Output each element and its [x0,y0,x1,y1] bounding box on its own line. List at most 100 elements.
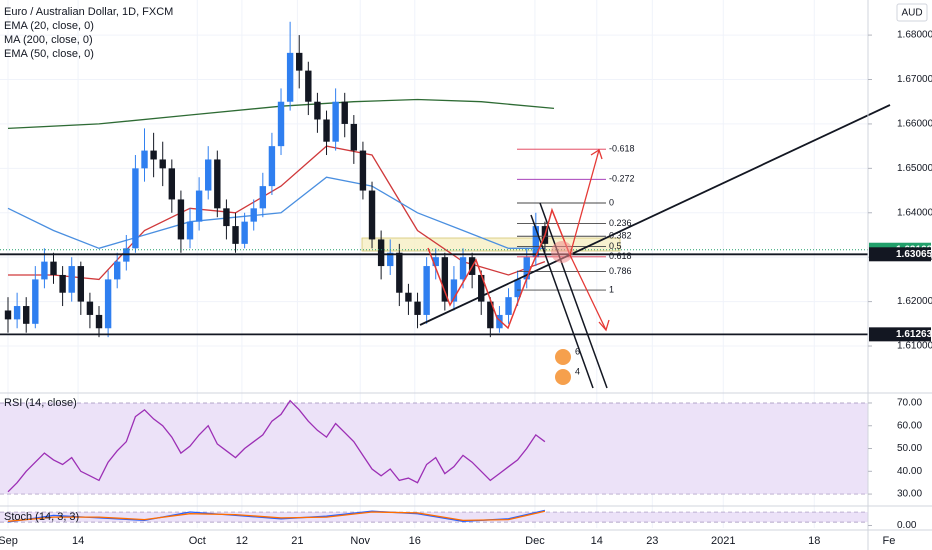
candle-body [159,159,166,169]
candle-body [414,301,421,315]
series-line [7,510,546,522]
y-tick-label: 50.00 [897,443,922,454]
y-tick-label: 1.61000 [897,341,932,352]
fib-label: 0.618 [609,251,632,261]
legend-entry: EMA (20, close, 0) [4,20,94,32]
candle-body [177,199,185,240]
series-line [7,399,546,493]
currency-box[interactable] [896,3,928,22]
candle-body [114,261,121,280]
candle-body [478,274,485,302]
candle-body [505,297,512,315]
x-tick-label: Oct [189,535,206,547]
candle-body [405,292,412,302]
candle-body [77,266,85,302]
fib-label: 0 [609,197,614,207]
candle-body [277,101,285,147]
chart-title: Euro / Australian Dollar, 1D, FXCM [4,6,173,18]
drawings [419,104,891,389]
candle-body [168,168,176,200]
candle-body [387,252,394,267]
x-tick-label: Nov [350,535,370,547]
candle-body [214,159,221,209]
x-tick-label: 2021 [711,535,735,547]
x-tick-label: 12 [236,535,248,547]
x-tick-label: 14 [591,535,603,547]
highlight [551,241,573,263]
candle-body [13,306,21,320]
candle-body [4,310,12,320]
candle-body [377,239,385,267]
candle-body [423,266,430,315]
fib-label: 1 [609,284,614,294]
candle-body [241,221,248,244]
x-tick-label: 18 [808,535,820,547]
x-tick-label: 23 [646,535,658,547]
icon-count: 6 [575,346,580,356]
icon[interactable] [555,349,571,365]
arrow [569,149,600,256]
zigzag [427,207,571,330]
x-tick-label: 16 [409,535,421,547]
candle-body [441,257,449,302]
candle-body [223,208,230,227]
fib-label: -0.272 [609,174,635,184]
candle-body [232,226,239,244]
legend-entry: EMA (50, close, 0) [4,48,94,60]
candle-body [68,266,75,293]
x-tick-label: 21 [291,535,303,547]
candle-body [459,257,467,280]
y-tick-label: 1.64000 [897,207,932,218]
candle-body [523,257,530,280]
price-tag [869,327,931,342]
candle-body [514,279,521,298]
pane-title: RSI (14, close) [4,397,77,409]
candle-body [532,226,540,258]
x-tick-label: Fe [883,535,896,547]
series-line [7,176,545,249]
candle-body [496,314,503,329]
arrowhead [590,149,603,160]
y-tick-label: 1.67000 [897,74,932,85]
candle-body [286,52,294,102]
series-line [7,509,546,523]
fib-label: 0.236 [609,218,632,228]
candle-body [350,123,358,151]
candle-body [332,101,339,142]
candle-body [195,190,203,222]
candle-body [341,101,348,124]
y-tick-label: 1.65000 [897,163,932,174]
price-tag-label: 1.61263 [896,329,932,340]
y-tick-label: 30.00 [897,489,922,500]
candle-body [23,306,30,324]
candle-body [150,150,157,160]
candle-body [487,301,494,329]
candle-body [50,261,57,275]
icon[interactable] [555,369,571,385]
candle-body [368,190,376,240]
candle-body [104,279,112,329]
y-tick-label: 70.00 [897,398,922,409]
x-tick-label: Sep [0,535,18,547]
band [0,402,868,495]
y-tick-label: 1.66000 [897,119,932,130]
candle-body [95,314,103,329]
candle-body [432,257,439,267]
candle-body [296,52,303,71]
currency: AUD [901,8,922,19]
candle-body [86,301,94,315]
candle-body [41,261,48,280]
candle-body [59,274,66,293]
trendline [419,104,891,326]
candle-body [396,252,403,293]
y-tick-label: 60.00 [897,420,922,431]
candle-body [186,221,194,240]
fib-label: 0.5 [609,241,622,251]
candle-body [250,208,257,222]
icon-count: 4 [575,366,580,376]
candle-body [268,146,276,187]
trendline [539,202,608,389]
candle-body [132,168,139,249]
candle-body [259,186,267,209]
